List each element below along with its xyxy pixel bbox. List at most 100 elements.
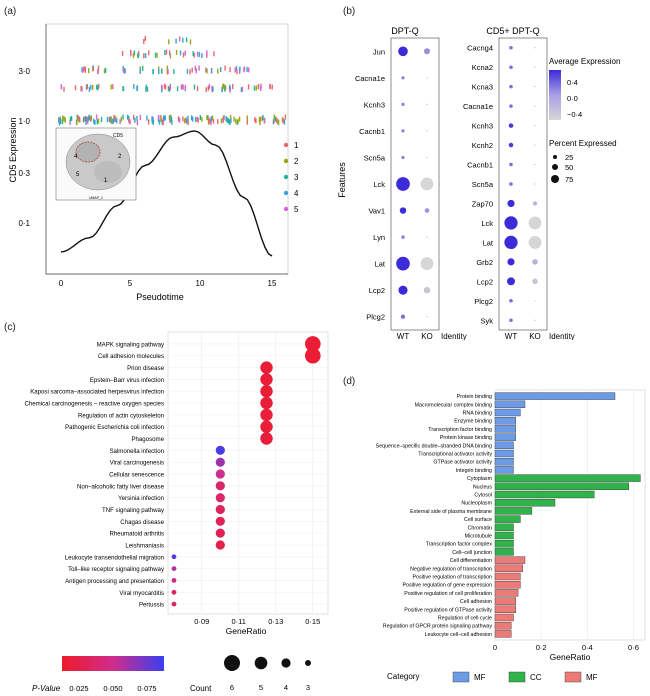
plot-d-frame xyxy=(494,389,646,641)
cell-point xyxy=(169,115,172,121)
term-label: Antigen processing and presentation xyxy=(65,578,164,585)
go-bar xyxy=(494,630,512,638)
go-bar xyxy=(494,548,514,556)
feature-label: Plcg2 xyxy=(474,297,493,306)
cell-point xyxy=(92,66,94,72)
x-category-label: WT xyxy=(505,332,518,340)
go-bar xyxy=(494,572,521,581)
cell-point xyxy=(164,50,166,56)
cell-point xyxy=(148,50,150,56)
cell-point xyxy=(61,119,64,125)
pseudotime-plot: 3·0 1·0 0·3 0·1 0 5 10 15 Pseudotime CD5… xyxy=(8,23,299,302)
cell-point xyxy=(97,85,99,91)
cell-point xyxy=(247,84,250,90)
pct-legend-dot xyxy=(551,175,559,183)
cell-point xyxy=(124,68,126,74)
cell-point xyxy=(281,117,284,123)
cell-point xyxy=(98,83,100,89)
expression-dot xyxy=(532,201,538,206)
count-legend-title: Count xyxy=(190,684,212,693)
expression-dot xyxy=(424,208,430,213)
cell-point xyxy=(62,115,64,121)
y-axis-title: CD5 Expression xyxy=(8,117,18,182)
go-bar xyxy=(494,556,526,564)
cell-point xyxy=(253,85,256,91)
cell-point xyxy=(240,87,243,93)
term-label: Non–alcoholic fatty liver disease xyxy=(77,483,165,490)
go-term-label: Transcription factor complex xyxy=(426,542,493,548)
inset-cluster-label: 1 xyxy=(104,178,108,184)
expression-dot xyxy=(504,216,518,230)
cell-point xyxy=(82,67,84,73)
expression-dot xyxy=(398,285,408,295)
x-extra-label: Identity xyxy=(441,332,467,340)
cell-point xyxy=(246,119,248,125)
cell-point xyxy=(81,86,83,92)
go-bar xyxy=(494,400,526,408)
cell-point xyxy=(85,119,87,125)
cell-point xyxy=(182,116,184,122)
cell-point xyxy=(96,119,98,125)
cell-point xyxy=(211,115,214,121)
feature-label: Plcg2 xyxy=(366,313,385,322)
cell-point xyxy=(69,120,71,126)
cell-point xyxy=(207,115,209,120)
go-bar xyxy=(494,605,516,614)
cell-point xyxy=(156,52,158,58)
panel-d-label: (d) xyxy=(343,376,356,387)
expression-dot xyxy=(534,163,536,166)
go-bar xyxy=(494,474,641,482)
cell-point xyxy=(69,116,72,122)
cell-point xyxy=(88,68,90,74)
go-term-label: Enzyme binding xyxy=(454,419,492,425)
cell-point xyxy=(234,67,236,73)
cell-point xyxy=(104,67,107,73)
count-tick-label: 3 xyxy=(306,683,310,692)
cell-point xyxy=(209,118,211,124)
kegg-dotplot: 0·09 0·11 0·13 0·15 MAPK signaling pathway C… xyxy=(24,331,329,693)
go-term-label: Microtubule xyxy=(465,534,492,540)
expression-dot xyxy=(423,286,431,294)
y-tick-label: 0·3 xyxy=(18,169,30,178)
go-bar xyxy=(494,457,514,466)
go-term-label: Positive regulation of cell proliferatio… xyxy=(404,591,492,597)
cell-point xyxy=(258,117,261,123)
feature-label: Cacng4 xyxy=(467,44,493,53)
term-label: Viral myocarditis xyxy=(119,590,164,597)
cell-point xyxy=(255,118,257,124)
cell-point xyxy=(224,85,227,91)
expression-dot xyxy=(504,235,518,250)
cell-point xyxy=(148,119,150,125)
legend-label: 5 xyxy=(294,205,299,214)
term-label: Epstein–Barr virus infection xyxy=(90,377,164,384)
cell-point xyxy=(146,86,149,92)
expression-dot xyxy=(426,77,428,79)
cell-point xyxy=(165,49,168,55)
term-point xyxy=(171,601,177,607)
go-term-label: Cytoplasm xyxy=(467,476,493,482)
cell-point xyxy=(133,114,135,120)
cell-point xyxy=(85,84,88,90)
cell-point xyxy=(82,117,85,123)
cell-point xyxy=(136,120,139,126)
cell-point xyxy=(191,67,193,73)
legend-swatch xyxy=(452,671,470,683)
cell-point xyxy=(137,52,140,58)
term-label: Chagas disease xyxy=(120,519,164,526)
cell-point xyxy=(158,66,160,72)
panel-c: (c) 0·09 0·11 0·13 0·15 MAPK signaling path… xyxy=(0,318,335,696)
cell-point xyxy=(129,119,131,125)
go-bar xyxy=(494,417,516,425)
cell-point xyxy=(112,118,114,124)
term-point xyxy=(215,540,225,550)
cell-point xyxy=(259,116,261,122)
pct-expressed-legend-title: Percent Expressed xyxy=(549,139,617,148)
go-term-label: Macromolecular complex binding xyxy=(415,402,492,408)
x-tick-label: 0·13 xyxy=(268,617,283,626)
expression-dot xyxy=(509,65,513,69)
cell-point xyxy=(243,66,246,72)
pvalue-tick-label: 0·025 xyxy=(69,684,88,693)
cell-point xyxy=(271,84,273,90)
cell-point xyxy=(88,114,90,120)
term-label: MAPK signaling pathway xyxy=(97,341,165,348)
